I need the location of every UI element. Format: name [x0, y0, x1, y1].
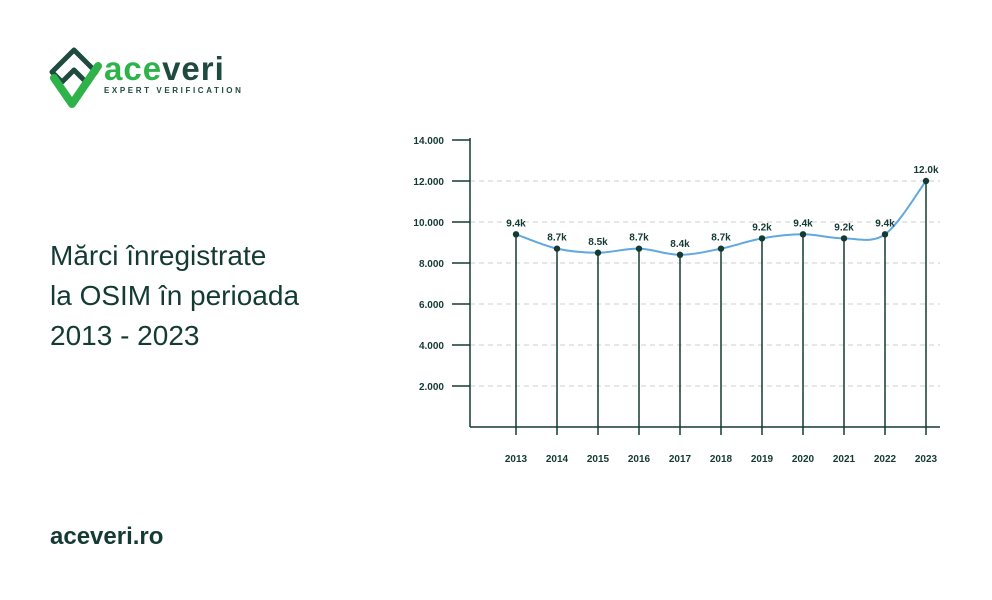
- site-url: aceveri.ro: [50, 523, 164, 550]
- data-label: 8.7k: [547, 233, 567, 244]
- x-tick-label: 2014: [546, 454, 569, 465]
- x-tick-label: 2020: [792, 454, 815, 465]
- x-tick-label: 2015: [587, 454, 610, 465]
- series-line: [515, 180, 927, 256]
- data-label: 9.4k: [506, 218, 526, 229]
- data-label: 8.4k: [670, 239, 690, 250]
- y-tick-label: 10.000: [413, 218, 444, 229]
- data-point: [553, 245, 561, 252]
- brand-tagline: EXPERT VERIFICATION: [104, 86, 244, 95]
- shield-check-logo-icon: [49, 47, 102, 108]
- data-point: [717, 245, 725, 252]
- data-point: [881, 231, 889, 238]
- x-tick-label: 2013: [505, 454, 528, 465]
- brand-name-rest: veri: [162, 50, 225, 87]
- x-tick-label: 2018: [710, 454, 733, 465]
- x-tick-label: 2016: [628, 454, 651, 465]
- y-tick-label: 2.000: [419, 382, 444, 393]
- x-tick-label: 2023: [915, 454, 938, 465]
- y-tick-label: 12.000: [413, 177, 444, 188]
- headline-line-2: la OSIM în perioada: [50, 280, 300, 311]
- headline-line-1: Mărci înregistrate: [50, 240, 267, 271]
- data-point: [676, 251, 684, 258]
- chart-headline: Mărci înregistrate la OSIM în perioada 2…: [50, 236, 390, 356]
- data-point: [840, 235, 848, 242]
- data-label: 9.4k: [793, 218, 813, 229]
- data-label: 8.7k: [711, 233, 731, 244]
- data-point: [512, 231, 520, 238]
- data-label: 9.2k: [752, 222, 772, 233]
- data-point: [594, 249, 602, 256]
- y-tick-label: 8.000: [419, 259, 444, 270]
- data-label: 12.0k: [913, 165, 938, 176]
- data-point: [799, 231, 807, 238]
- brand-name-accent: ace: [104, 50, 163, 87]
- x-tick-label: 2021: [833, 454, 856, 465]
- data-label: 8.5k: [588, 237, 608, 248]
- brand-wordmark: aceveri: [104, 52, 225, 85]
- brand-logo: aceveri EXPERT VERIFICATION: [46, 46, 276, 110]
- y-tick-label: 4.000: [419, 341, 444, 352]
- data-point: [922, 177, 930, 185]
- data-label: 8.7k: [629, 233, 649, 244]
- data-point: [635, 245, 643, 252]
- y-tick-label: 14.000: [413, 136, 444, 147]
- data-point: [758, 235, 766, 242]
- x-tick-label: 2019: [751, 454, 774, 465]
- x-tick-label: 2017: [669, 454, 692, 465]
- data-label: 9.2k: [834, 222, 854, 233]
- headline-line-3: 2013 - 2023: [50, 320, 200, 351]
- y-tick-label: 6.000: [419, 300, 444, 311]
- x-tick-label: 2022: [874, 454, 897, 465]
- data-label: 9.4k: [875, 218, 895, 229]
